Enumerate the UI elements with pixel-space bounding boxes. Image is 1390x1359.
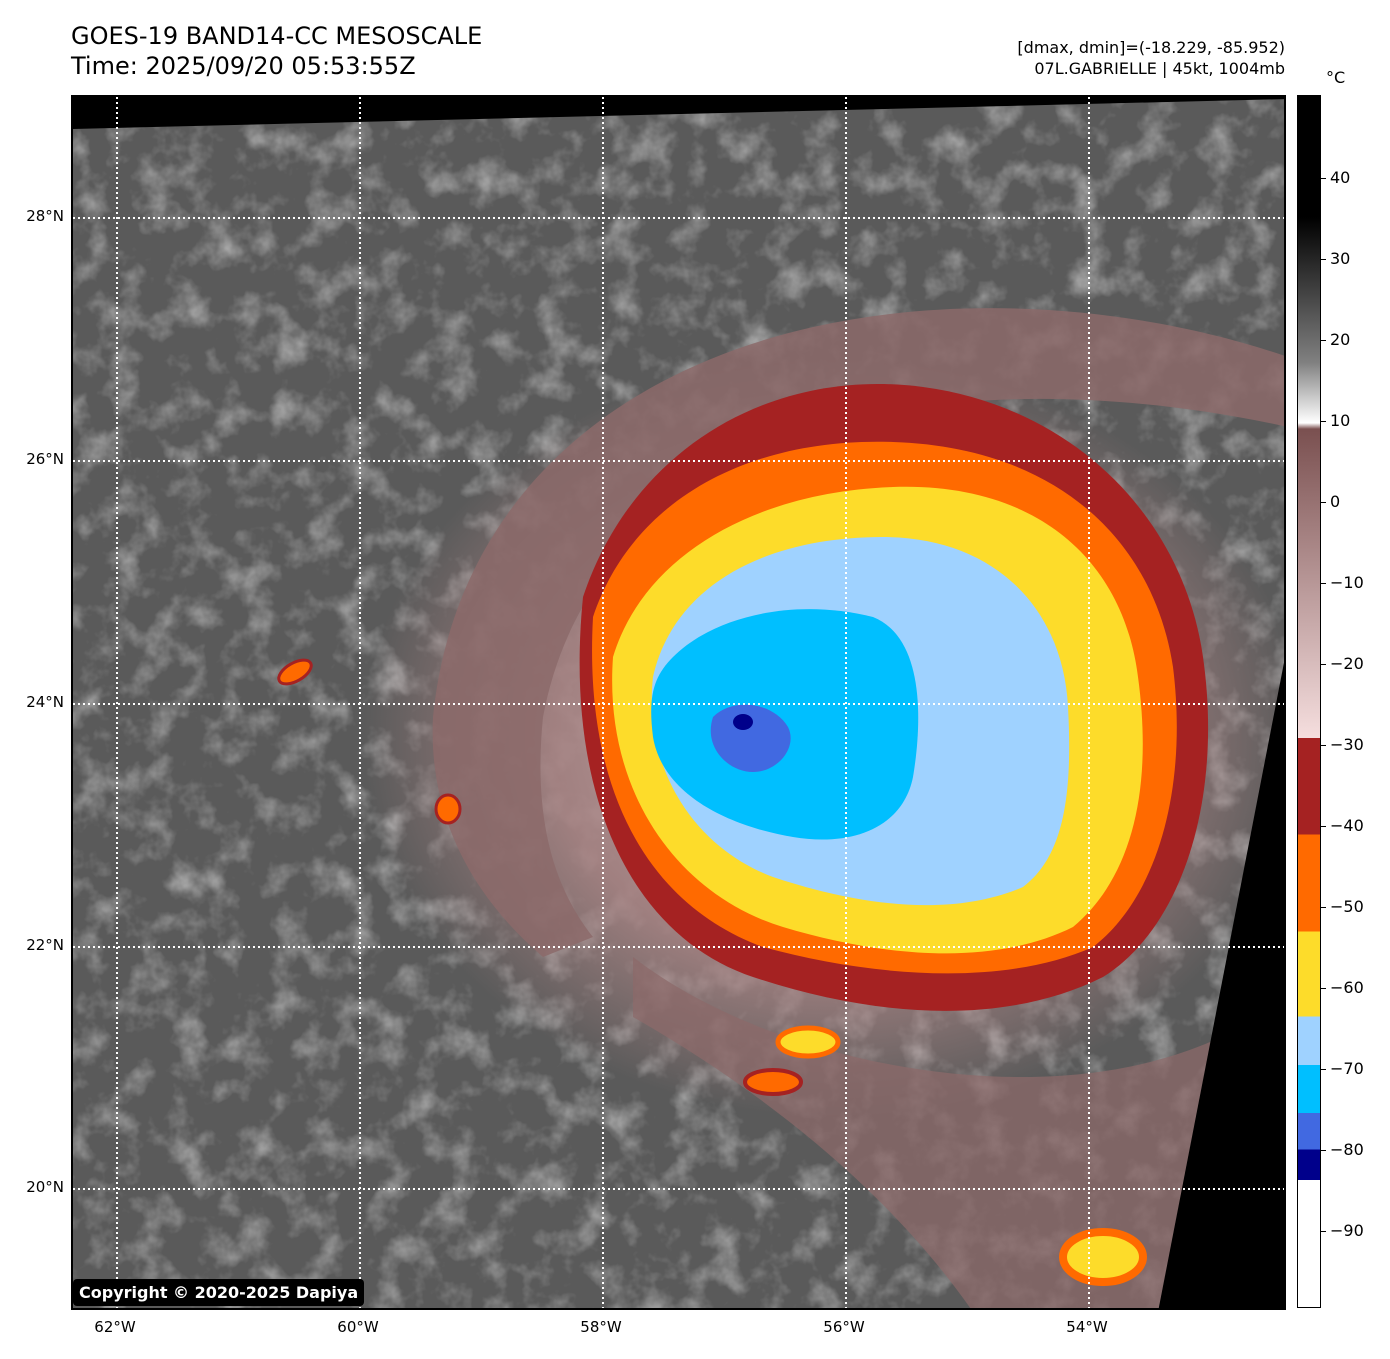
map-title: GOES-19 BAND14-CC MESOSCALE bbox=[71, 22, 483, 50]
colorbar bbox=[1297, 95, 1321, 1308]
colorbar-tickmark bbox=[1321, 826, 1326, 827]
convective-cell bbox=[277, 658, 313, 686]
cloud-top-royal-blue bbox=[710, 704, 791, 772]
longitude-label: 60°W bbox=[337, 1318, 379, 1336]
colorbar-tick-label: 40 bbox=[1330, 168, 1351, 187]
latitude-label: 26°N bbox=[26, 450, 64, 468]
colorbar-tickmark bbox=[1321, 907, 1326, 908]
colorbar-tick-label: −90 bbox=[1330, 1221, 1364, 1240]
convective-cell bbox=[434, 793, 462, 825]
colorbar-tickmark bbox=[1321, 340, 1326, 341]
longitude-label: 56°W bbox=[823, 1318, 865, 1336]
satellite-map: Copyright © 2020-2025 Dapiya bbox=[71, 95, 1286, 1310]
colorbar-tick-label: −10 bbox=[1330, 573, 1364, 592]
colorbar-tick-label: −70 bbox=[1330, 1059, 1364, 1078]
convective-cell bbox=[743, 1068, 803, 1096]
no-data-top bbox=[73, 97, 1284, 129]
longitude-label: 62°W bbox=[94, 1318, 136, 1336]
longitude-label: 54°W bbox=[1066, 1318, 1108, 1336]
no-data-right bbox=[1158, 662, 1284, 1308]
ir-imagery bbox=[73, 97, 1284, 1308]
colorbar-tick-label: 10 bbox=[1330, 411, 1351, 430]
colorbar-tickmark bbox=[1321, 421, 1326, 422]
colorbar-tick-label: −20 bbox=[1330, 654, 1364, 673]
colorbar-tickmark bbox=[1321, 988, 1326, 989]
data-range-info: [dmax, dmin]=(-18.229, -85.952) bbox=[1017, 38, 1285, 57]
convective-cell bbox=[1059, 1228, 1147, 1286]
colorbar-tickmark bbox=[1321, 502, 1326, 503]
copyright-badge: Copyright © 2020-2025 Dapiya bbox=[73, 1279, 365, 1306]
colorbar-tick-label: −40 bbox=[1330, 816, 1364, 835]
longitude-label: 58°W bbox=[580, 1318, 622, 1336]
colorbar-tick-label: −50 bbox=[1330, 897, 1364, 916]
colorbar-tick-label: −80 bbox=[1330, 1140, 1364, 1159]
colorbar-tickmark bbox=[1321, 259, 1326, 260]
convective-cell bbox=[775, 1025, 841, 1059]
colorbar-tick-label: 0 bbox=[1330, 492, 1341, 511]
colorbar-tick-label: −30 bbox=[1330, 735, 1364, 754]
latitude-label: 28°N bbox=[26, 207, 64, 225]
colorbar-tick-label: −60 bbox=[1330, 978, 1364, 997]
latitude-label: 22°N bbox=[26, 936, 64, 954]
map-timestamp: Time: 2025/09/20 05:53:55Z bbox=[71, 52, 416, 80]
latitude-label: 24°N bbox=[26, 693, 64, 711]
colorbar-tickmark bbox=[1321, 664, 1326, 665]
latitude-label: 20°N bbox=[26, 1178, 64, 1196]
colorbar-tickmark bbox=[1321, 745, 1326, 746]
colorbar-tick-label: 30 bbox=[1330, 249, 1351, 268]
colorbar-unit: °C bbox=[1326, 68, 1346, 87]
colorbar-tickmark bbox=[1321, 1231, 1326, 1232]
cloud-top-coldest bbox=[733, 714, 753, 730]
colorbar-tick-label: 20 bbox=[1330, 330, 1351, 349]
storm-info: 07L.GABRIELLE | 45kt, 1004mb bbox=[1034, 59, 1285, 78]
spiral-band-west bbox=[432, 308, 1284, 957]
colorbar-tickmark bbox=[1321, 1069, 1326, 1070]
colorbar-tickmark bbox=[1321, 1150, 1326, 1151]
colorbar-tickmark bbox=[1321, 583, 1326, 584]
colorbar-tickmark bbox=[1321, 178, 1326, 179]
